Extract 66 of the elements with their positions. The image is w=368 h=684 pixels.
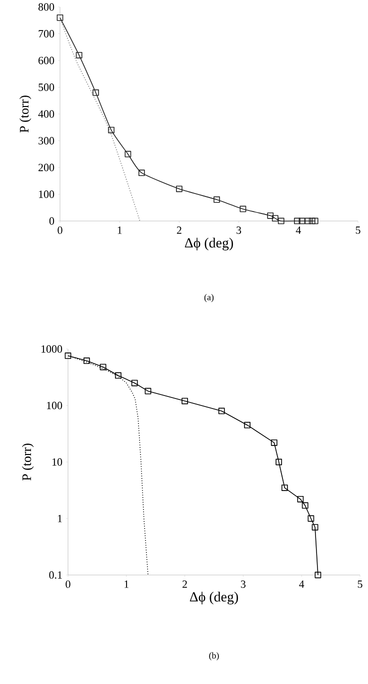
point <box>144 388 152 394</box>
x-axis-title: Δϕ (deg) <box>184 238 233 250</box>
x-axis-title: Δϕ (deg) <box>190 592 238 604</box>
point <box>298 218 306 224</box>
y-axis-title: P (torr) <box>22 444 34 481</box>
point <box>312 218 318 224</box>
point <box>312 524 318 530</box>
y-tick-label: 100 <box>39 190 54 198</box>
y-tick-label: 100 <box>47 402 62 410</box>
y-tick-label: 0 <box>49 217 54 225</box>
line-series <box>60 17 140 222</box>
point <box>100 364 106 370</box>
x-tick-label: 5 <box>358 580 362 588</box>
point <box>304 218 312 224</box>
text: (a) <box>204 294 214 302</box>
x-tick-label: 1 <box>124 580 128 588</box>
point <box>276 458 282 466</box>
point <box>214 196 220 203</box>
point <box>272 215 278 222</box>
x-tick-label: 3 <box>236 226 242 234</box>
point <box>182 398 188 404</box>
point <box>244 422 250 428</box>
point <box>308 515 314 522</box>
x-tick-label: 5 <box>356 226 360 234</box>
point <box>108 126 114 134</box>
y-tick-label: 1 <box>58 514 62 522</box>
y-tick-label: 200 <box>38 164 54 172</box>
point <box>138 170 145 176</box>
point <box>124 150 132 158</box>
x-tick-label: 4 <box>299 580 304 588</box>
point <box>131 380 138 386</box>
point <box>84 358 90 364</box>
point <box>92 89 99 96</box>
point <box>314 572 322 578</box>
point <box>281 484 288 491</box>
point <box>115 372 122 379</box>
y-tick-label: 600 <box>38 56 54 64</box>
y-tick-label: 400 <box>38 110 54 118</box>
y-tick-label: 300 <box>38 137 54 144</box>
x-tick-label: 2 <box>176 226 182 234</box>
point <box>302 502 308 509</box>
text: (b) <box>209 652 219 660</box>
point <box>76 52 82 58</box>
point <box>56 14 64 21</box>
y-tick-label: 0.1 <box>49 571 62 579</box>
y-tick-label: 700 <box>38 30 54 38</box>
y-tick-label: 10 <box>52 458 62 466</box>
y-tick-label: 1000 <box>42 345 62 353</box>
point <box>294 218 300 224</box>
point <box>176 186 182 192</box>
x-tick-label: 1 <box>118 226 122 234</box>
y-tick-label: 500 <box>38 84 54 91</box>
x-tick-label: 2 <box>182 580 187 588</box>
point <box>267 212 274 219</box>
point <box>297 496 304 502</box>
point <box>240 206 246 212</box>
point <box>270 439 278 446</box>
y-tick-label: 800 <box>38 3 54 11</box>
point <box>278 218 284 224</box>
y-axis-title: P (torr) <box>19 96 32 133</box>
x-tick-label: 4 <box>296 226 301 234</box>
point <box>64 352 72 359</box>
x-tick-label: 0 <box>66 580 70 588</box>
x-tick-label: 3 <box>240 580 246 588</box>
point <box>308 218 316 224</box>
point <box>218 408 225 414</box>
